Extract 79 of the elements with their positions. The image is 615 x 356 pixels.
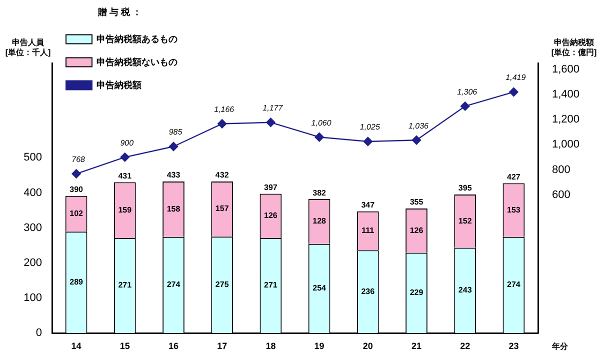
total-label: 347	[361, 200, 376, 210]
point	[120, 152, 130, 162]
total-label: 433	[166, 170, 181, 180]
y2-tick-label: 1,600	[552, 63, 580, 76]
legend-label: 申告納税額ないもの	[96, 56, 178, 67]
point	[72, 169, 81, 178]
x-tick-label: 14	[71, 340, 82, 351]
point	[363, 136, 372, 146]
data-label: 126	[410, 226, 424, 235]
total-label: 390	[70, 185, 84, 194]
total-label: 432	[215, 170, 230, 180]
x-tick-label: 23	[508, 340, 519, 351]
data-label: 274	[507, 280, 521, 290]
data-label: 275	[215, 280, 230, 289]
data-label: 768	[72, 154, 86, 164]
data-label: 289	[70, 278, 84, 287]
y-tick-label: 0	[36, 327, 42, 340]
x-tick-label: 21	[411, 340, 422, 351]
data-label: 1,036	[408, 121, 430, 130]
data-label: 1,166	[214, 105, 235, 114]
y-axis-title: 申告人員 [単位：千人]	[5, 38, 51, 58]
data-label: 243	[458, 286, 472, 295]
point	[460, 102, 470, 111]
data-label: 271	[118, 280, 132, 290]
point	[218, 119, 227, 128]
data-label: 1,060	[311, 118, 332, 128]
point	[412, 136, 422, 145]
data-label: 152	[458, 216, 472, 226]
point	[314, 132, 324, 142]
total-label: 427	[507, 172, 521, 182]
point	[168, 142, 178, 152]
legend-label: 申告納税額あるもの	[96, 34, 178, 44]
y-tick-label: 500	[24, 152, 42, 164]
y2-tick-label: 1,400	[552, 88, 580, 100]
x-tick-label: 18	[266, 340, 276, 351]
total-label: 355	[410, 198, 424, 207]
data-label: 159	[118, 205, 132, 214]
data-label: 900	[120, 138, 134, 148]
data-label: 254	[312, 284, 327, 293]
data-label: 1,177	[262, 104, 284, 113]
data-label: 102	[70, 208, 84, 218]
legend-title: 贈 与 税 ：	[96, 6, 142, 17]
point	[509, 87, 518, 97]
data-label: 1,419	[506, 73, 526, 82]
y2-tick-label: 1,000	[552, 138, 580, 151]
y2-axis-title: 申告納税額 [単位：億円]	[551, 38, 597, 58]
x-tick-label: 16	[168, 340, 179, 351]
data-label: 229	[410, 288, 424, 298]
x-tick-label: 20	[362, 340, 373, 351]
data-label: 158	[166, 204, 181, 214]
total-label: 397	[264, 182, 278, 192]
point	[266, 118, 276, 127]
total-label: 382	[312, 188, 327, 198]
y-tick-label: 100	[24, 292, 42, 304]
x-tick-label: 17	[217, 340, 228, 351]
x-tick-label: 22	[460, 340, 470, 351]
data-label: 274	[166, 280, 181, 290]
x-axis-title: 年分	[551, 342, 569, 352]
total-label: 395	[458, 184, 472, 193]
data-label: 1,025	[360, 122, 380, 132]
data-label: 126	[264, 211, 278, 220]
x-tick-label: 19	[314, 340, 324, 351]
data-label: 1,306	[457, 87, 478, 96]
y-tick-label: 200	[24, 256, 42, 269]
legend-label: 申告納税額	[96, 80, 142, 90]
data-label: 271	[264, 280, 278, 290]
y2-tick-label: 600	[552, 188, 570, 201]
y2-tick-label: 800	[552, 164, 570, 176]
data-label: 128	[312, 216, 327, 226]
y-tick-label: 300	[24, 222, 42, 234]
y-tick-label: 400	[24, 186, 42, 199]
data-label: 111	[362, 226, 375, 235]
data-label: 236	[361, 286, 376, 296]
data-label: 985	[168, 128, 183, 137]
total-label: 431	[118, 171, 132, 180]
x-tick-label: 15	[120, 340, 130, 351]
data-label: 157	[215, 204, 230, 214]
data-label: 153	[507, 205, 521, 214]
y2-tick-label: 1,200	[552, 114, 580, 126]
